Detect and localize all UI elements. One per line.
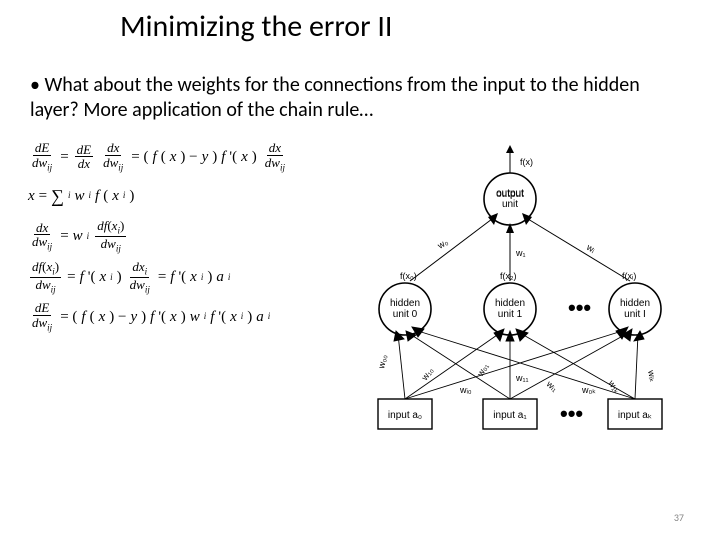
svg-text:wᵢ₀: wᵢ₀ bbox=[459, 385, 472, 395]
eq-5: dEdwij = (f(x) − y)f'(x)wi f'(xi)ai bbox=[28, 301, 350, 333]
network-diagram: f(x) output output unit w₀ w₁ wᵢ f(x₀) f… bbox=[350, 141, 690, 466]
input-ak: input aₖ bbox=[618, 410, 652, 421]
svg-text:unit I: unit I bbox=[624, 309, 646, 320]
page-title: Minimizing the error II bbox=[0, 0, 720, 45]
svg-text:hidden: hidden bbox=[390, 298, 420, 309]
w1: w₁ bbox=[515, 248, 526, 258]
svg-text:w₁₁: w₁₁ bbox=[515, 373, 529, 383]
fx0: f(x₀) bbox=[400, 271, 417, 281]
fx-label: f(x) bbox=[520, 157, 533, 167]
input-a0: input a₀ bbox=[388, 410, 422, 421]
svg-text:hidden: hidden bbox=[495, 298, 525, 309]
bullet-text: • What about the weights for the connect… bbox=[0, 45, 720, 123]
fxi: f(xᵢ) bbox=[622, 271, 636, 281]
fx2: f(x₂) bbox=[500, 271, 517, 281]
eq-4: df(xi)dwij = f'(xi) dxidwij = f'(xi)ai bbox=[28, 260, 350, 295]
svg-text:wᵢₖ: wᵢₖ bbox=[646, 368, 658, 383]
svg-text:wᵢ₁: wᵢ₁ bbox=[544, 378, 560, 393]
svg-text:w₁₀: w₁₀ bbox=[419, 365, 436, 383]
svg-text:output: output bbox=[496, 188, 524, 199]
eq-1: dEdwij = dEdx dxdwij = (f(x) − y)f'(x) d… bbox=[28, 141, 350, 173]
svg-text:unit 0: unit 0 bbox=[393, 309, 418, 320]
eq-3: dxdwij = wi df(xi)dwij bbox=[28, 219, 350, 254]
svg-text:hidden: hidden bbox=[620, 298, 650, 309]
svg-text:w₀₀: w₀₀ bbox=[376, 353, 389, 370]
wi: wᵢ bbox=[584, 242, 597, 255]
svg-text:unit: unit bbox=[502, 199, 518, 210]
w0: w₀ bbox=[435, 237, 450, 252]
svg-text:w₀ₖ: w₀ₖ bbox=[581, 385, 596, 395]
svg-text:unit 1: unit 1 bbox=[498, 309, 523, 320]
dots-input: ••• bbox=[560, 401, 583, 426]
equations-block: dEdwij = dEdx dxdwij = (f(x) − y)f'(x) d… bbox=[0, 141, 350, 466]
dots-hidden: ••• bbox=[568, 295, 591, 320]
input-a1: input a₁ bbox=[493, 410, 527, 421]
content-row: dEdwij = dEdx dxdwij = (f(x) − y)f'(x) d… bbox=[0, 123, 720, 466]
page-number: 37 bbox=[674, 511, 684, 524]
eq-2: x = ∑i wi f(xi) bbox=[28, 179, 350, 213]
svg-text:w₁ₖ: w₁ₖ bbox=[606, 378, 623, 396]
